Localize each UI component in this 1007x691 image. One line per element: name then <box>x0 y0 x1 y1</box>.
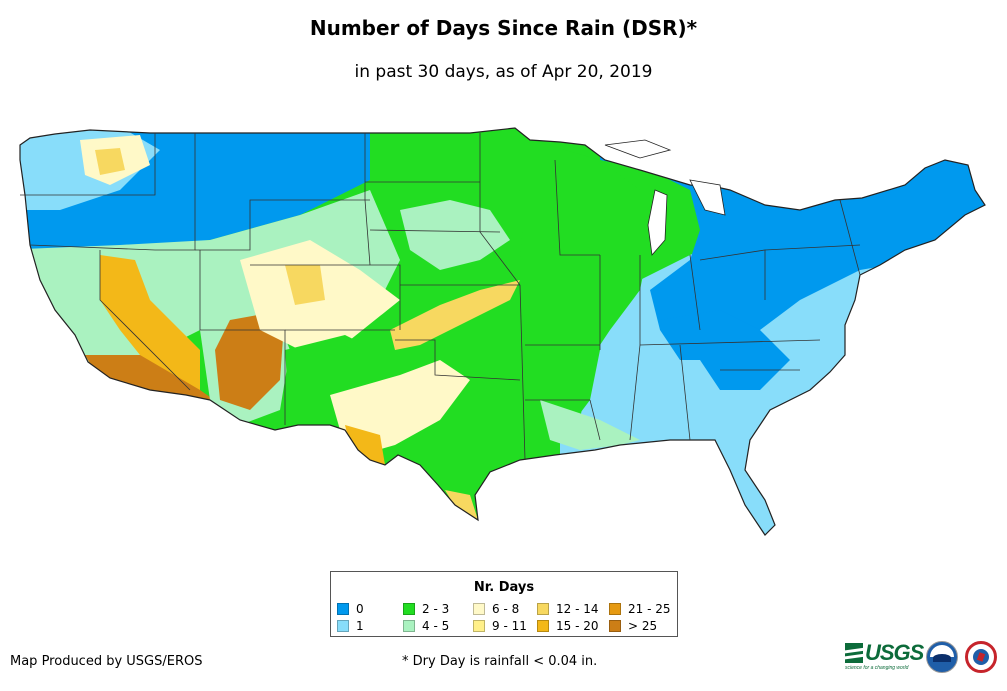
usgs-logo: USGS science for a changing world <box>845 640 924 671</box>
legend-item: 21 - 25 <box>609 602 671 616</box>
lake-superior <box>604 139 672 159</box>
patch-dakotas-green <box>400 200 510 270</box>
patch-co-yellow <box>285 265 325 305</box>
region-midwest <box>520 140 650 440</box>
dry-day-note: * Dry Day is rainfall < 0.04 in. <box>402 654 598 669</box>
legend-item: 1 <box>337 619 364 633</box>
legend-swatch <box>473 603 485 615</box>
legend-item: 15 - 20 <box>537 619 599 633</box>
legend-label: 6 - 8 <box>492 602 520 616</box>
legend-swatch <box>537 620 549 632</box>
legend-label: 15 - 20 <box>556 619 599 633</box>
patch-wa-yellow <box>95 148 125 175</box>
legend: Nr. Days 0 1 2 - 3 4 - 5 6 - 8 9 - 11 12 - 14 1… <box>330 571 678 637</box>
legend-swatch <box>473 620 485 632</box>
patch-kansas-streak <box>390 280 520 350</box>
credit-text: Map Produced by USGS/EROS <box>10 654 203 669</box>
legend-item: > 25 <box>609 619 657 633</box>
legend-swatch <box>537 603 549 615</box>
lake-michigan <box>647 189 668 256</box>
legend-label: 2 - 3 <box>422 602 450 616</box>
region-nevada-west <box>100 255 200 395</box>
state-boundaries <box>20 133 861 461</box>
nws-logo-icon <box>965 641 997 673</box>
legend-swatch <box>337 620 349 632</box>
legend-swatch <box>609 620 621 632</box>
legend-swatch <box>609 603 621 615</box>
legend-swatch <box>403 603 415 615</box>
us-dsr-map <box>19 127 986 536</box>
legend-item: 12 - 14 <box>537 602 599 616</box>
dsr-fill-layers <box>20 128 985 535</box>
map-title: Number of Days Since Rain (DSR)* <box>309 16 698 40</box>
legend-item: 6 - 8 <box>473 602 519 616</box>
patch-gulf-green <box>540 400 640 450</box>
legend-item: 4 - 5 <box>403 619 449 633</box>
legend-label: 9 - 11 <box>492 619 527 633</box>
legend-label: 1 <box>356 619 364 633</box>
legend-label: 21 - 25 <box>628 602 671 616</box>
region-arizona <box>215 310 285 410</box>
usgs-wordmark: USGS <box>865 640 924 665</box>
legend-item: 0 <box>337 602 364 616</box>
legend-item: 9 - 11 <box>473 619 527 633</box>
legend-swatch <box>337 603 349 615</box>
region-texas-border <box>345 425 385 465</box>
patch-south-texas <box>445 490 478 520</box>
noaa-logo-icon <box>926 641 958 673</box>
legend-swatch <box>403 620 415 632</box>
legend-label: 12 - 14 <box>556 602 599 616</box>
usgs-wave-icon <box>845 643 863 663</box>
legend-item: 2 - 3 <box>403 602 449 616</box>
usgs-tagline: science for a changing world <box>845 665 909 671</box>
legend-label: 0 <box>356 602 364 616</box>
legend-label: > 25 <box>628 619 658 633</box>
legend-title: Nr. Days <box>473 580 535 595</box>
legend-label: 4 - 5 <box>422 619 450 633</box>
lake-huron <box>689 179 726 216</box>
map-subtitle: in past 30 days, as of Apr 20, 2019 <box>354 62 653 82</box>
